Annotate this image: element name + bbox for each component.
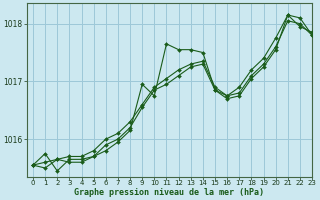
X-axis label: Graphe pression niveau de la mer (hPa): Graphe pression niveau de la mer (hPa) <box>75 188 265 197</box>
